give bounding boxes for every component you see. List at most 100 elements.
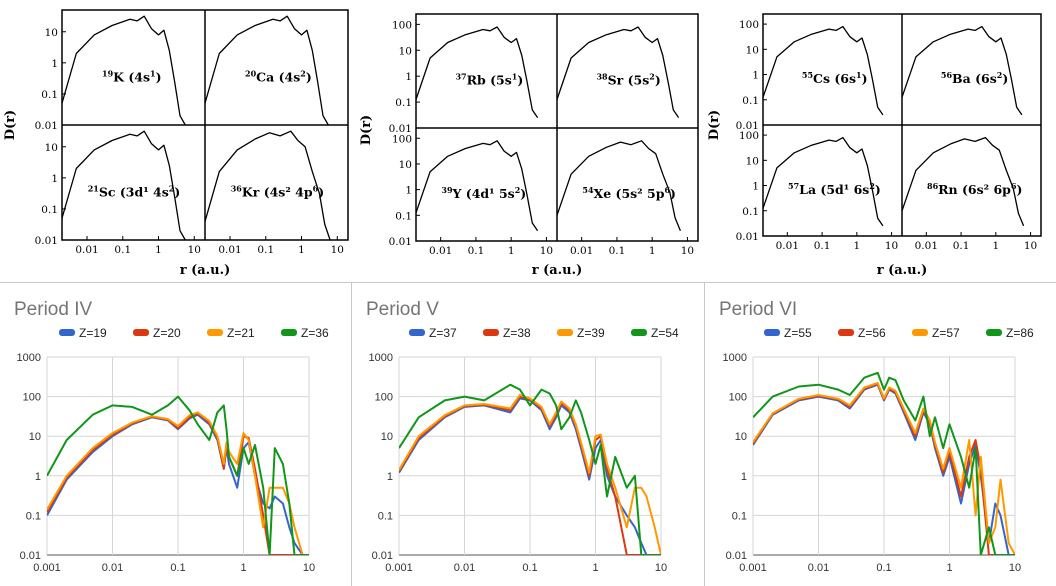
element-symbol: Ba xyxy=(952,71,975,86)
element-label: 57La (5d¹ 6s2) xyxy=(788,181,881,197)
legend-swatch xyxy=(557,329,573,336)
series-line-Z=57 xyxy=(753,382,1015,555)
mass-number: 55 xyxy=(802,70,813,80)
legend-label: Z=39 xyxy=(577,326,605,340)
y-tick-label: 10 xyxy=(45,142,58,154)
series-line-Z=21 xyxy=(47,411,309,555)
legend-label: Z=20 xyxy=(153,326,181,340)
y-axis-label: D(r) xyxy=(359,115,374,145)
x-tick-label: 0.01 xyxy=(570,245,593,257)
y-tick-label: 0.01 xyxy=(389,236,412,248)
y-tick-label: 0.01 xyxy=(726,550,747,562)
y-tick-label: 1 xyxy=(405,185,412,197)
mass-number: 86 xyxy=(927,181,939,191)
y-tick-label: 100 xyxy=(392,133,412,145)
config-close: ) xyxy=(862,71,868,86)
y-tick-label: 0.01 xyxy=(372,550,393,562)
element-label: 38Sr (5s2) xyxy=(596,72,660,88)
y-tick-label: 100 xyxy=(739,19,759,31)
chart-2: Period V Z=37 Z=38 Z=39 Z=54 1000 100 10 1 0.1 0.0… xyxy=(366,299,679,574)
config-superscript: 1 xyxy=(856,70,862,80)
config-close: ) xyxy=(520,186,526,201)
y-tick-label: 0.1 xyxy=(41,204,58,216)
electron-config: (4d¹ 5s xyxy=(466,186,515,201)
electron-config: (5s xyxy=(490,73,512,88)
legend-label: Z=57 xyxy=(932,326,960,340)
config-close: ) xyxy=(670,186,676,201)
y-tick-label: 0.1 xyxy=(395,210,412,222)
legend-swatch xyxy=(281,329,297,336)
y-tick-label: 100 xyxy=(375,392,393,404)
y-tick-label: 100 xyxy=(23,392,41,404)
density-curve xyxy=(415,140,539,232)
element-symbol: Rn xyxy=(938,182,962,197)
y-tick-label: 100 xyxy=(739,130,759,142)
x-tick-label: 0.001 xyxy=(739,562,767,574)
element-label: 39Y (4d¹ 5s2) xyxy=(441,185,526,201)
x-tick-label: 0.01 xyxy=(808,562,829,574)
x-tick-label: 10 xyxy=(303,562,315,574)
x-axis-label: r (a.u.) xyxy=(532,263,583,278)
y-tick-label: 10 xyxy=(45,27,58,39)
electron-config: (5d¹ 6s xyxy=(820,182,869,197)
x-tick-label: 0.1 xyxy=(114,244,131,256)
x-tick-label: 0.1 xyxy=(953,240,970,252)
density-curve xyxy=(61,15,186,126)
y-tick-label: 0.01 xyxy=(35,120,58,132)
x-tick-label: 1 xyxy=(508,245,515,257)
x-axis-label: r (a.u.) xyxy=(877,263,928,278)
element-symbol: Cs xyxy=(813,71,834,86)
y-tick-label: 10 xyxy=(735,431,747,443)
y-tick-label: 1 xyxy=(51,173,58,185)
legend-swatch xyxy=(764,329,780,336)
legend-label: Z=36 xyxy=(301,326,329,340)
legend-swatch xyxy=(483,329,499,336)
y-tick-label: 10 xyxy=(29,431,41,443)
element-symbol: Xe xyxy=(594,186,616,201)
legend-swatch xyxy=(133,329,149,336)
y-tick-label: 0.1 xyxy=(742,95,759,107)
y-tick-label: 0.01 xyxy=(389,123,412,135)
mass-number: 37 xyxy=(455,72,466,82)
y-tick-label: 0.1 xyxy=(26,510,41,522)
x-tick-label: 10 xyxy=(1009,562,1021,574)
chart-title: Period V xyxy=(366,299,439,320)
x-tick-label: 1 xyxy=(946,562,952,574)
density-curve xyxy=(762,136,884,227)
y-tick-label: 1 xyxy=(35,471,41,483)
mass-number: 38 xyxy=(596,72,608,82)
density-curve xyxy=(556,26,680,118)
electron-config: (3d¹ 4s xyxy=(120,184,169,199)
legend-swatch xyxy=(912,329,928,336)
legend-label: Z=86 xyxy=(1006,326,1034,340)
y-tick-label: 0.01 xyxy=(736,231,759,243)
chart-legend: Z=37 Z=38 Z=39 Z=54 xyxy=(409,326,679,340)
electron-config: (4s xyxy=(128,69,150,84)
y-tick-label: 1 xyxy=(752,181,759,193)
y-tick-label: 0.01 xyxy=(20,550,41,562)
y-tick-label: 1000 xyxy=(17,352,41,364)
x-tick-label: 0.01 xyxy=(776,240,799,252)
y-tick-label: 0.01 xyxy=(736,120,759,132)
y-axis-label: D(r) xyxy=(3,110,18,140)
element-label: 54Xe (5s² 5p6) xyxy=(582,185,676,201)
legend-swatch xyxy=(207,329,223,336)
element-symbol: Sc xyxy=(99,184,120,199)
config-close: ) xyxy=(174,184,180,199)
y-tick-label: 100 xyxy=(392,19,412,31)
legend-label: Z=55 xyxy=(784,326,812,340)
y-tick-label: 1000 xyxy=(723,352,747,364)
config-superscript: 2 xyxy=(300,68,306,78)
y-tick-label: 10 xyxy=(746,44,759,56)
x-tick-label: 1 xyxy=(298,244,305,256)
density-curve xyxy=(762,25,884,116)
electron-config: (6s² 6p xyxy=(962,182,1011,197)
x-tick-label: 10 xyxy=(188,244,201,256)
element-symbol: Y xyxy=(452,186,466,201)
chart-3: Period VI Z=55 Z=56 Z=57 Z=86 1000 100 10 1 0.1 0.… xyxy=(719,299,1034,574)
density-curve xyxy=(901,136,1025,227)
x-tick-label: 1 xyxy=(592,562,598,574)
